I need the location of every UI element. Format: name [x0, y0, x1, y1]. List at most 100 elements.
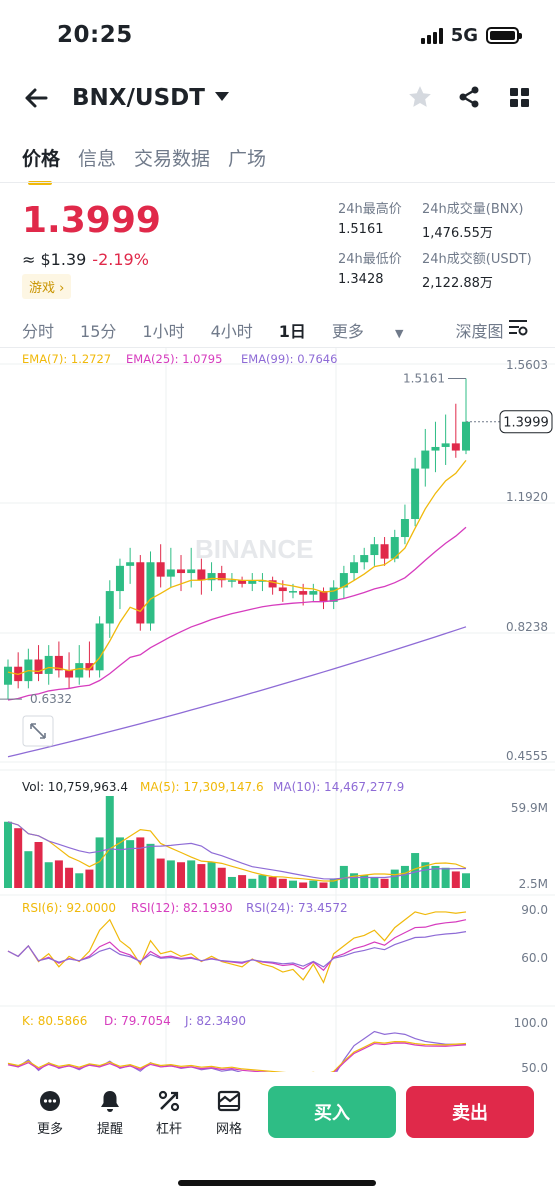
category-tag[interactable]: 游戏 ›	[22, 274, 72, 299]
vol-ma5-line	[7, 821, 467, 882]
volume-bar	[54, 860, 63, 888]
buy-button[interactable]: 买入	[268, 1086, 396, 1138]
vol-axis-top: 59.9M	[511, 801, 548, 815]
price-axis-label: 0.4555	[506, 749, 548, 763]
interval-line[interactable]: 分时	[22, 322, 55, 341]
candle-body	[360, 555, 369, 563]
leverage-icon	[158, 1090, 180, 1112]
kline-chart[interactable]: BINANCE 1.5603 1.1920 0.8238 0.4555 EMA(7): 1…	[0, 348, 555, 1072]
pair-title[interactable]: BNX/USDT	[72, 85, 205, 111]
tab-price[interactable]: 价格	[22, 144, 60, 185]
volume-bar	[34, 842, 43, 888]
candle-body	[44, 655, 53, 674]
network-label: 5G	[450, 25, 478, 46]
volume-bar	[411, 853, 420, 888]
grid-icon[interactable]	[510, 88, 529, 107]
tab-trading-data[interactable]: 交易数据	[134, 148, 211, 170]
candle-body	[136, 562, 145, 624]
high-value: 1.5161	[338, 222, 384, 237]
volume-bar	[207, 862, 216, 888]
candle-body	[85, 663, 94, 671]
volume-bar	[431, 865, 440, 888]
more-label: 更多	[36, 1122, 63, 1137]
volume-bar	[309, 880, 318, 888]
volume-bar	[339, 865, 348, 888]
low-label: 24h最低价	[338, 252, 402, 267]
candle-body	[75, 663, 84, 678]
vol-ma10-legend: MA(10): 14,467,277.9	[273, 780, 404, 794]
volume-bar	[400, 865, 409, 888]
battery-icon	[486, 27, 522, 44]
candle-body	[207, 573, 216, 581]
volume-bar	[268, 876, 277, 888]
volume-bar	[451, 871, 460, 888]
volume-bar	[44, 862, 53, 888]
more-icon	[40, 1091, 60, 1111]
star-icon[interactable]	[407, 84, 433, 110]
interval-4h[interactable]: 4小时	[210, 322, 253, 341]
price-axis-label: 0.8238	[506, 620, 548, 634]
volume-bar	[166, 860, 175, 888]
chevron-down-icon[interactable]	[215, 92, 229, 101]
current-price-box	[499, 410, 553, 434]
interval-more[interactable]: 更多 ▼	[332, 318, 430, 342]
tab-square[interactable]: 广场	[228, 148, 267, 170]
candle-body	[156, 562, 165, 577]
candle-body	[105, 591, 114, 624]
bell-icon	[101, 1091, 119, 1112]
high-marker-label: 1.5161	[403, 372, 445, 386]
vol-ma5-legend: MA(5): 17,309,147.6	[140, 780, 264, 794]
volume-bar	[126, 840, 135, 888]
price-axis-label: 1.5603	[506, 358, 548, 372]
candle-body	[217, 573, 226, 581]
candle-body	[115, 565, 124, 592]
sell-button[interactable]: 卖出	[406, 1086, 534, 1138]
ema99-line	[7, 626, 467, 758]
vol-base-value: 1,476.55万	[422, 226, 493, 241]
volume-bar	[177, 862, 186, 888]
candle-body	[421, 450, 430, 469]
volume-bar	[350, 873, 359, 888]
volume-bar	[115, 837, 124, 888]
volume-bar	[462, 873, 470, 888]
header: BNX/USDT	[0, 80, 555, 120]
kdj-d-line	[7, 1042, 467, 1072]
volume-bar	[95, 837, 104, 888]
vol-quote-label: 24h成交额(USDT)	[422, 252, 532, 267]
volume-bar	[421, 862, 430, 888]
interval-15m[interactable]: 15分	[80, 322, 117, 341]
grid-trading-button[interactable]: 网格	[204, 1088, 254, 1137]
interval-1h[interactable]: 1小时	[142, 322, 185, 341]
candle-body	[34, 659, 43, 674]
low-value: 1.3428	[338, 272, 384, 287]
volume-bar	[217, 867, 226, 888]
kdj-d-legend: D: 79.7054	[104, 1014, 171, 1028]
arrow-left-icon[interactable]	[22, 84, 50, 112]
vol-ma10-line	[7, 821, 467, 880]
grid-trading-icon	[217, 1090, 241, 1112]
interval-1d[interactable]: 1日	[278, 322, 306, 341]
rsi-axis-top: 90.0	[521, 903, 548, 917]
alert-button[interactable]: 提醒	[85, 1088, 135, 1137]
candle-body	[380, 544, 389, 559]
caret-down-icon: ▼	[395, 327, 404, 340]
tab-info[interactable]: 信息	[78, 148, 117, 170]
share-icon[interactable]	[457, 85, 481, 109]
rsi24-legend: RSI(24): 73.4572	[246, 901, 348, 915]
candle-body	[146, 562, 155, 624]
kdj-axis-mid: 50.0	[521, 1061, 548, 1072]
candle-body	[187, 569, 196, 574]
volume-bar	[441, 867, 450, 888]
rsi6-line	[7, 911, 467, 984]
low-marker-label: 0.6332	[30, 692, 72, 706]
status-icons: 5G	[420, 25, 522, 46]
status-time: 20:25	[57, 22, 133, 48]
ema25-line	[7, 526, 467, 701]
leverage-button[interactable]: 杠杆	[144, 1088, 194, 1137]
interval-depth[interactable]: 深度图	[455, 322, 504, 341]
volume-bar	[238, 875, 247, 888]
kdj-k-legend: K: 80.5866	[22, 1014, 87, 1028]
more-button[interactable]: 更多	[25, 1088, 75, 1137]
chart-settings-icon[interactable]	[508, 318, 528, 336]
candle-body	[451, 443, 460, 451]
